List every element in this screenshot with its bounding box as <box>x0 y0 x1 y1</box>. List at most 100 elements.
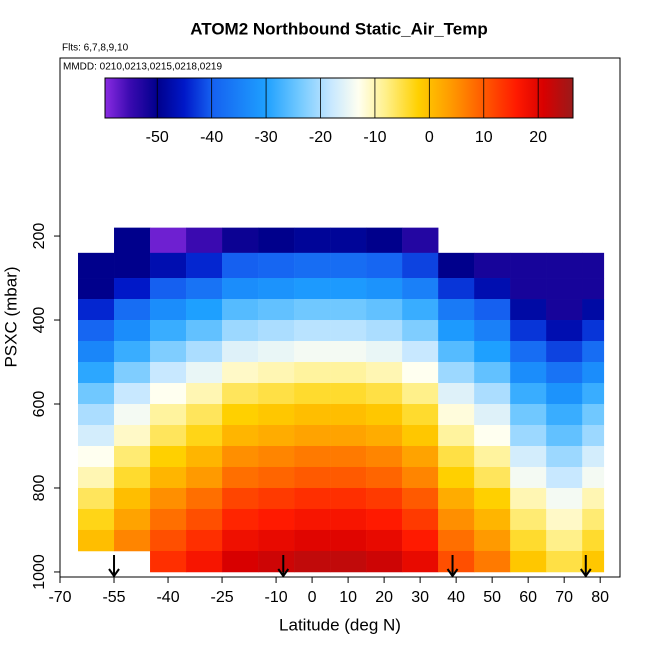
y-tick-label: 400 <box>31 307 48 334</box>
heat-cell <box>186 278 223 300</box>
heat-cell <box>222 227 259 254</box>
x-tick-label: -10 <box>265 589 288 606</box>
heat-cell <box>438 383 475 405</box>
heat-cell <box>150 320 187 342</box>
heat-cell <box>258 362 295 384</box>
heat-cell <box>150 550 187 573</box>
x-tick-label: 50 <box>483 589 501 606</box>
heat-cell <box>222 404 259 426</box>
heat-cell <box>546 424 583 447</box>
x-tick-label: 70 <box>555 589 573 606</box>
heat-cell <box>186 362 223 384</box>
heat-cell <box>258 299 295 321</box>
heat-cell <box>258 487 295 510</box>
heat-cell <box>366 383 403 405</box>
heat-cell <box>546 341 583 363</box>
heat-cell <box>402 466 439 489</box>
heat-cell <box>150 383 187 405</box>
heat-cell <box>330 466 367 489</box>
heat-cell <box>366 320 403 342</box>
heat-cell <box>546 320 583 342</box>
heat-cell <box>186 320 223 342</box>
heat-cell <box>150 278 187 300</box>
x-axis-label: Latitude (deg N) <box>279 615 401 634</box>
heat-cell <box>438 466 475 489</box>
heat-cell <box>150 424 187 447</box>
heat-cell <box>582 529 605 552</box>
heat-cell <box>150 529 187 552</box>
heat-cell <box>402 529 439 552</box>
colorbar-tick-label: -40 <box>200 129 223 146</box>
heat-cell <box>222 362 259 384</box>
heat-cell <box>114 278 151 300</box>
heat-cell <box>114 445 151 468</box>
heat-cell <box>474 508 511 531</box>
heat-cell <box>150 299 187 321</box>
heat-cell <box>258 550 295 573</box>
heat-cell <box>114 362 151 384</box>
flight-marker <box>579 555 592 578</box>
heat-cell <box>438 487 475 510</box>
heat-cell <box>366 299 403 321</box>
heat-cell <box>366 341 403 363</box>
heat-cell <box>330 404 367 426</box>
heat-cell <box>402 341 439 363</box>
heat-cell <box>510 404 547 426</box>
heat-cell <box>330 445 367 468</box>
colorbar-tick-label: 10 <box>475 129 493 146</box>
heat-cell <box>294 320 331 342</box>
y-tick-label: 1000 <box>31 554 48 590</box>
heat-cell <box>546 252 583 279</box>
flight-marker <box>108 555 120 578</box>
heat-cell <box>474 278 511 300</box>
heat-cell <box>546 362 583 384</box>
heat-cell <box>546 550 583 573</box>
heat-cell <box>114 227 151 254</box>
heat-cell <box>546 466 583 489</box>
heat-cell <box>114 424 151 447</box>
heat-cell <box>546 445 583 468</box>
heat-cell <box>546 529 583 552</box>
heat-cell <box>366 424 403 447</box>
heat-cell <box>402 424 439 447</box>
heat-cell <box>186 404 223 426</box>
heat-cell <box>474 320 511 342</box>
heat-cell <box>510 320 547 342</box>
heat-cell <box>186 466 223 489</box>
heat-cell <box>294 299 331 321</box>
heat-cell <box>222 383 259 405</box>
heat-cell <box>78 508 115 531</box>
heat-cell <box>366 550 403 573</box>
heat-cell <box>474 404 511 426</box>
heat-cell <box>330 529 367 552</box>
colorbar-tick-label: 20 <box>529 129 547 146</box>
y-tick-label: 600 <box>31 391 48 418</box>
heat-cell <box>402 445 439 468</box>
heat-cell <box>402 320 439 342</box>
chart-title: ATOM2 Northbound Static_Air_Temp <box>190 19 488 38</box>
heat-cell <box>582 383 605 405</box>
heat-cell <box>186 550 223 573</box>
heat-cell <box>330 320 367 342</box>
heat-cell <box>474 466 511 489</box>
heat-cell <box>78 424 115 447</box>
heat-cell <box>510 529 547 552</box>
heat-cell <box>294 383 331 405</box>
heat-cell <box>582 320 605 342</box>
heat-cell <box>222 424 259 447</box>
heat-cell <box>330 508 367 531</box>
heat-cell <box>258 466 295 489</box>
heat-cell <box>150 466 187 489</box>
heat-cell <box>258 320 295 342</box>
heat-cell <box>294 278 331 300</box>
heat-cell <box>222 487 259 510</box>
heat-cell <box>366 404 403 426</box>
heat-cell <box>114 466 151 489</box>
heat-cell <box>114 299 151 321</box>
heat-cell <box>366 227 403 254</box>
heat-cell <box>330 383 367 405</box>
heat-cell <box>438 299 475 321</box>
heat-cell <box>294 529 331 552</box>
heat-cell <box>402 487 439 510</box>
heat-cell <box>582 362 605 384</box>
